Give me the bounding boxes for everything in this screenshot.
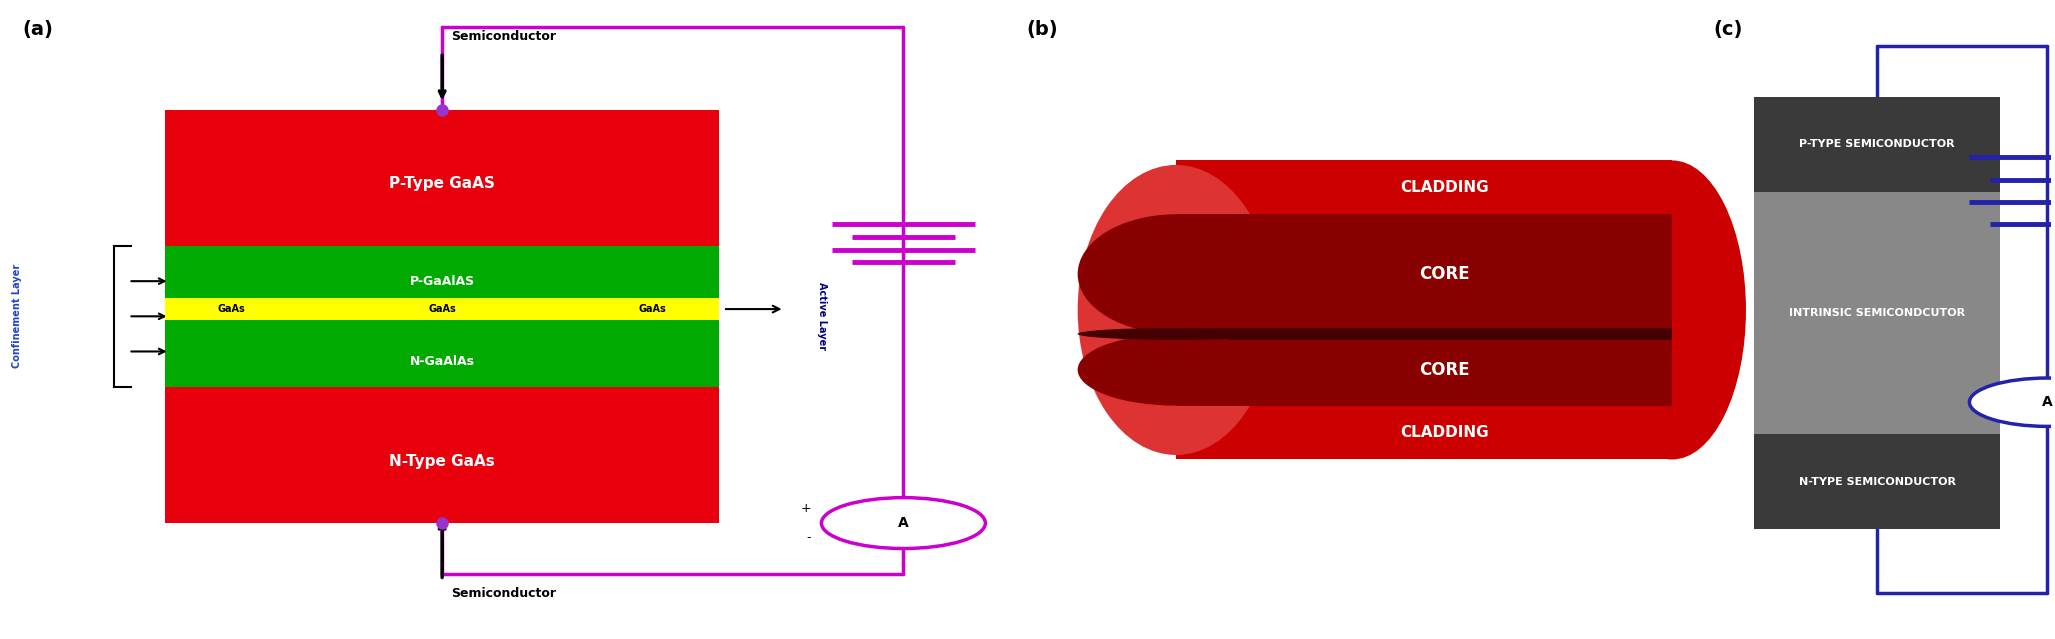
Text: (c): (c) (1714, 20, 1743, 40)
Text: CLADDING: CLADDING (1399, 180, 1490, 195)
Text: -: - (808, 531, 812, 544)
Text: P-Type GaAS: P-Type GaAS (388, 176, 495, 192)
Bar (1175, 328, 1673, 340)
Text: A: A (2043, 395, 2053, 409)
Text: (a): (a) (23, 20, 53, 40)
Ellipse shape (1077, 214, 1274, 334)
Text: Semiconductor: Semiconductor (452, 30, 557, 43)
Ellipse shape (1077, 165, 1274, 455)
Bar (1755, 192, 2000, 435)
Text: N-Type GaAs: N-Type GaAs (388, 454, 495, 468)
Text: INTRINSIC SEMICONDCUTOR: INTRINSIC SEMICONDCUTOR (1790, 308, 1965, 318)
Bar (164, 109, 719, 523)
Text: CORE: CORE (1420, 265, 1469, 283)
Text: N-GaAlAs: N-GaAlAs (409, 355, 475, 368)
Text: GaAs: GaAs (639, 304, 666, 314)
Ellipse shape (1077, 334, 1274, 406)
Text: +: + (801, 502, 812, 516)
Text: Semiconductor: Semiconductor (452, 587, 557, 600)
Text: A: A (898, 516, 908, 530)
Text: Confinement Layer: Confinement Layer (12, 264, 23, 369)
Text: CORE: CORE (1420, 361, 1469, 379)
Text: P-GaAlAS: P-GaAlAS (409, 275, 475, 288)
Text: CLADDING: CLADDING (1399, 425, 1490, 440)
Bar (1175, 160, 1673, 459)
Text: N-TYPE SEMICONDUCTOR: N-TYPE SEMICONDUCTOR (1798, 477, 1956, 487)
Bar (1755, 435, 2000, 530)
Text: P-TYPE SEMICONDUCTOR: P-TYPE SEMICONDUCTOR (1800, 139, 1954, 150)
Bar (164, 298, 719, 320)
Text: (b): (b) (1025, 20, 1058, 40)
Circle shape (822, 498, 986, 548)
Ellipse shape (1599, 160, 1747, 459)
Bar (1175, 334, 1673, 406)
Text: Active Layer: Active Layer (818, 282, 828, 350)
Bar (1755, 97, 2000, 192)
Bar (1175, 214, 1673, 334)
Circle shape (1969, 378, 2055, 426)
Text: GaAs: GaAs (218, 304, 247, 314)
Text: GaAs: GaAs (427, 304, 456, 314)
Bar (164, 246, 719, 387)
Ellipse shape (1077, 328, 1274, 340)
